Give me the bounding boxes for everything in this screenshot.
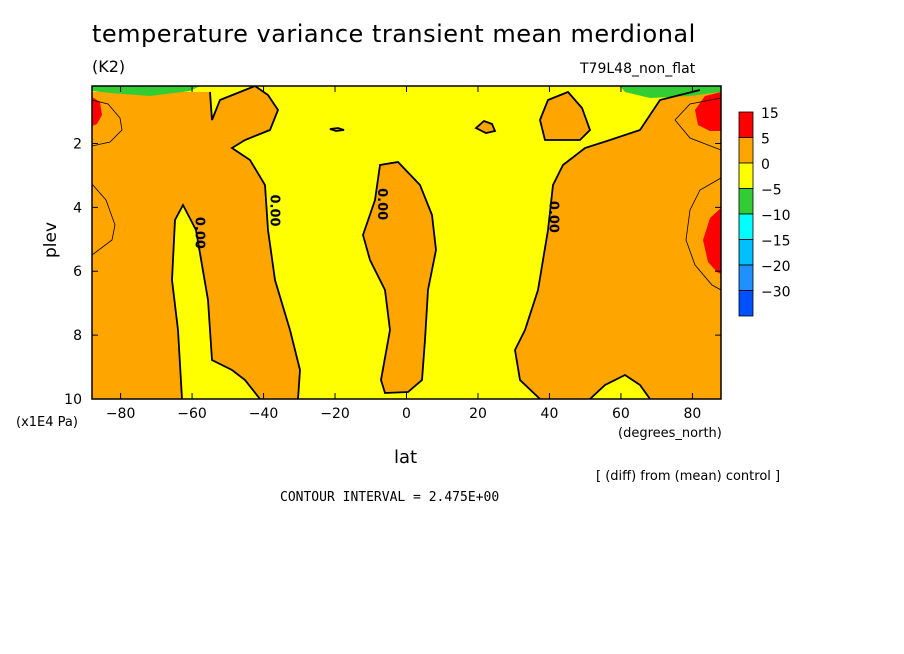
x-tick-label: 0	[402, 406, 411, 422]
legend-label: −10	[761, 208, 791, 224]
y-tick-label: 4	[73, 200, 82, 216]
contour-label: 0.00	[192, 217, 207, 249]
x-tick-label: −20	[320, 406, 350, 422]
x-tick-label: −80	[106, 406, 136, 422]
zero-contour-blob-20	[474, 119, 497, 134]
positive-region-equator	[363, 162, 436, 393]
high-region-north-mid	[703, 208, 721, 274]
x-axis-label: lat	[394, 447, 418, 468]
y-tick-label: 8	[73, 328, 82, 344]
legend-swatch	[738, 162, 754, 189]
y-ticks: 2 4 6 8 10	[64, 136, 721, 408]
zero-contour-north	[514, 89, 701, 399]
positive-region-north	[515, 90, 721, 399]
legend-label: −30	[761, 285, 791, 301]
contour-label: 0.00	[374, 188, 389, 220]
y-tick-label: 2	[73, 136, 82, 152]
legend-swatch	[738, 239, 754, 266]
run-label: T79L48_non_flat	[580, 61, 696, 77]
zero-contour-blob-minus20	[329, 127, 345, 132]
y-axis-units: (x1E4 Pa)	[16, 415, 78, 430]
contour-labels: 0.00 0.00 0.00 0.00	[192, 188, 561, 249]
legend-label: −15	[761, 234, 791, 250]
negative-band-south	[92, 86, 200, 96]
high-region-south-top	[92, 97, 102, 126]
positive-region-south	[92, 86, 300, 399]
comparison-note: [ (diff) from (mean) control ]	[596, 469, 781, 484]
negative-band-north	[620, 86, 721, 98]
zero-contours	[171, 86, 701, 399]
y-tick-label: 6	[73, 264, 82, 280]
x-tick-label: −60	[177, 406, 207, 422]
legend-label: 15	[761, 106, 779, 122]
x-tick-label: 80	[683, 406, 701, 422]
legend-label: 5	[761, 132, 770, 148]
x-tick-label: −40	[249, 406, 279, 422]
thin-contour-south-mid	[92, 183, 116, 256]
thin-contours	[92, 97, 721, 291]
legend-label: 0	[761, 157, 770, 173]
legend-label: −5	[761, 183, 782, 199]
contour-fills	[92, 86, 721, 399]
x-tick-label: 20	[469, 406, 487, 422]
thin-contour-south	[92, 99, 123, 147]
zero-contour-north-upper	[539, 90, 592, 141]
legend-swatch	[738, 137, 754, 164]
zero-contour-equator	[362, 161, 437, 394]
legend-swatch	[738, 213, 754, 240]
thin-contour-north-mid	[685, 177, 721, 291]
legend-label: −20	[761, 259, 791, 275]
thin-contour-north	[674, 97, 721, 151]
zero-contour-south	[171, 86, 301, 399]
x-axis-units: (degrees_north)	[618, 426, 722, 441]
chart-title: temperature variance transient mean merd…	[92, 20, 696, 48]
contour-interval: CONTOUR INTERVAL = 2.475E+00	[280, 490, 500, 505]
legend-swatch	[738, 188, 754, 215]
contour-label: 0.00	[267, 195, 282, 227]
legend-swatch	[738, 264, 754, 291]
legend-swatch	[738, 111, 754, 138]
legend-swatch	[738, 290, 754, 317]
y-tick-label: 10	[64, 392, 82, 408]
chart-units: (K2)	[92, 57, 126, 76]
x-ticks: −80 −60 −40 −20 0 20 40 60 80	[106, 86, 701, 422]
x-tick-label: 40	[541, 406, 559, 422]
x-tick-label: 60	[612, 406, 630, 422]
color-legend: 15 5 0 −5 −10 −15 −20 −30	[738, 106, 791, 317]
contour-label: 0.00	[545, 201, 560, 233]
